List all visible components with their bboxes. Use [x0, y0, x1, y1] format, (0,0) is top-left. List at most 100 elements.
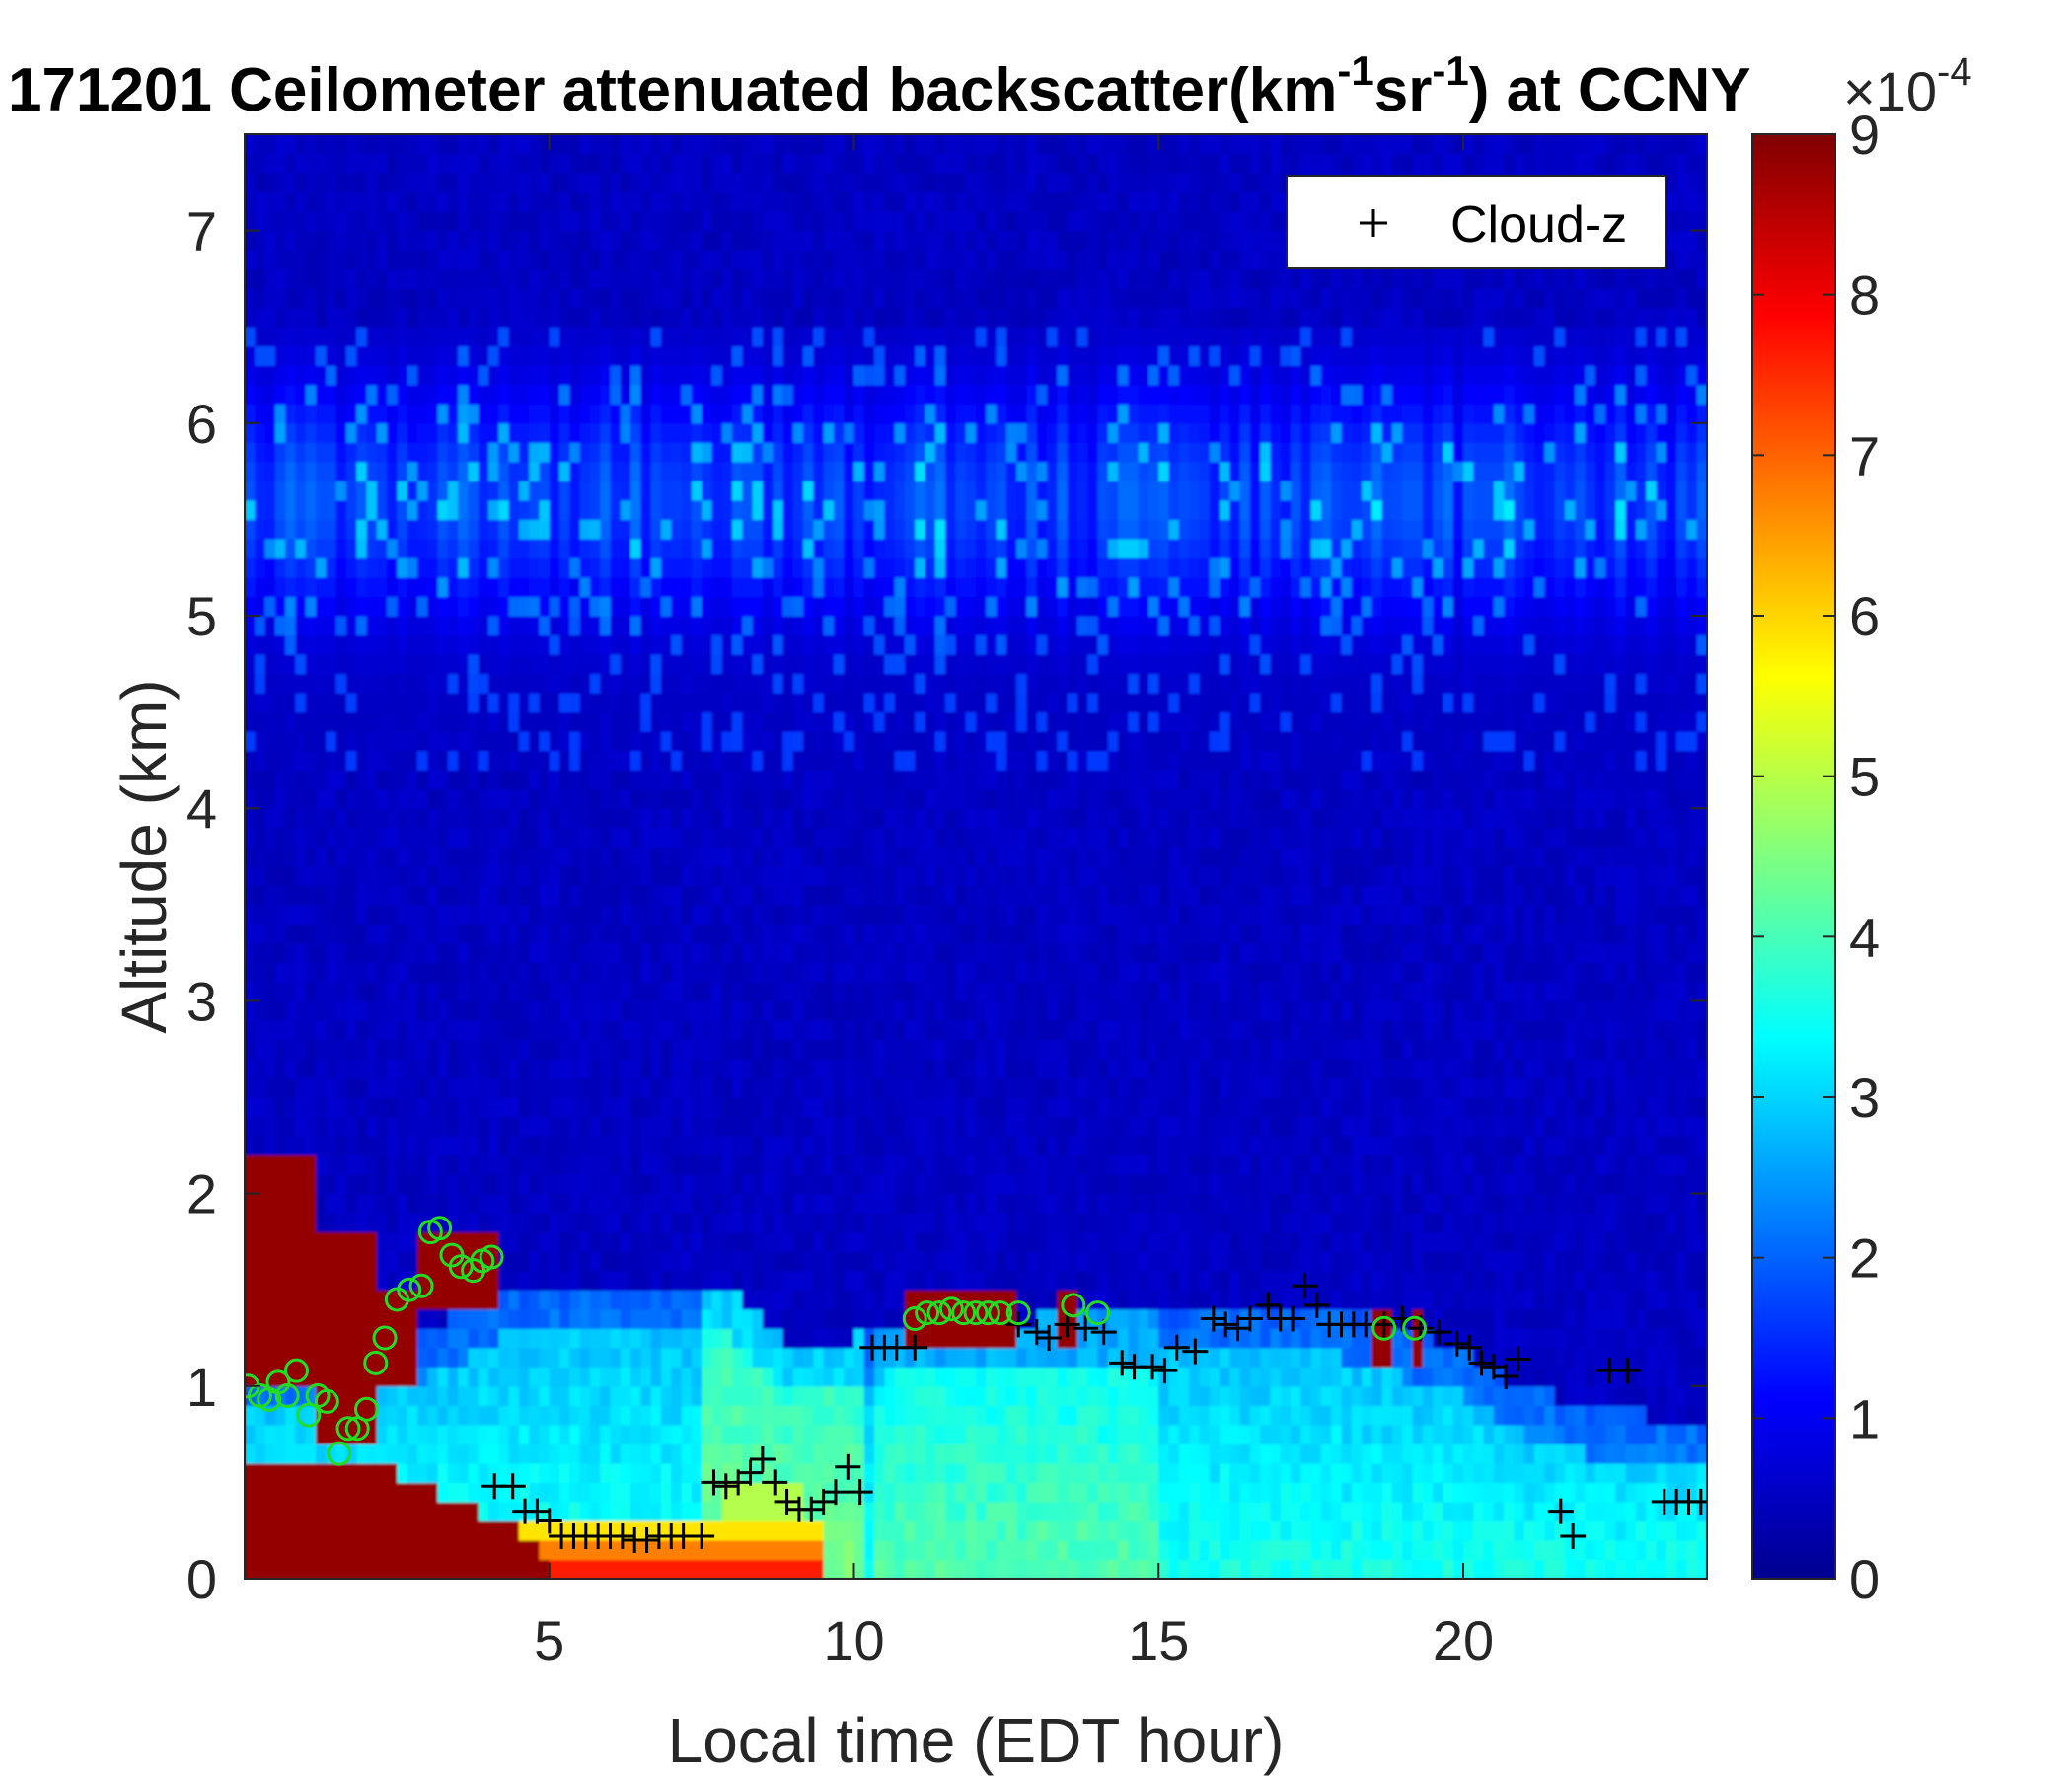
circle-point [951, 1300, 977, 1326]
colorbar-tick-label: 3 [1849, 1067, 1880, 1129]
cloud-z-point [1443, 1330, 1470, 1357]
y-tick-label: 6 [186, 393, 217, 455]
cloud-z-point [536, 1508, 562, 1534]
cloud-z-point [1280, 1305, 1306, 1332]
x-axis-label: Local time (EDT hour) [668, 1705, 1285, 1776]
cloud-z-point [1560, 1523, 1587, 1550]
cloud-z-point [1547, 1498, 1574, 1524]
title-suffix: ) at CCNY [1469, 56, 1751, 124]
circle-point [902, 1305, 927, 1331]
colorbar-gradient [1752, 134, 1835, 1579]
cloud-z-point [1255, 1292, 1282, 1318]
circle-point [397, 1277, 422, 1302]
y-tick-label: 0 [186, 1548, 217, 1610]
circle-point [314, 1388, 339, 1414]
colorbar-tick-label: 5 [1849, 746, 1880, 808]
circle-point [354, 1396, 379, 1422]
cloud-z-point [499, 1473, 526, 1500]
circle-point [1402, 1315, 1428, 1341]
plot-frame [244, 133, 1708, 1580]
colorbar-tick-label: 7 [1849, 424, 1880, 486]
y-tick-label: 5 [186, 585, 217, 647]
cloud-z-point [1426, 1319, 1452, 1346]
colorbar-tick-label: 9 [1849, 104, 1880, 166]
circle-point [915, 1300, 940, 1326]
circle-point [1005, 1300, 1031, 1326]
y-axis-label: Altitude (km) [109, 679, 180, 1033]
colorbar: 0 1 2 3 4 5 6 7 8 9 ×10-4 [1751, 50, 1972, 1610]
circle-point [427, 1216, 453, 1241]
cloud-z-point [1236, 1305, 1263, 1332]
cloud-z-point [1036, 1325, 1063, 1351]
circle-point [327, 1441, 352, 1466]
cloud-z-point [1163, 1334, 1190, 1361]
circle-point [926, 1300, 952, 1326]
y-tick-label: 7 [186, 200, 217, 262]
cloud-z-point [1023, 1319, 1050, 1346]
circle-point [963, 1300, 989, 1326]
circle-point [988, 1300, 1013, 1326]
y-tick-label: 3 [186, 970, 217, 1032]
colorbar-tick-label: 6 [1849, 585, 1880, 647]
cloud-z-point [847, 1479, 873, 1506]
colorbar-ticks: 0 1 2 3 4 5 6 7 8 9 [1752, 104, 1880, 1610]
cloud-z-point [737, 1459, 764, 1486]
cloud-z-point [609, 1523, 635, 1550]
cloud-z-point [1456, 1334, 1483, 1361]
legend-label-cloud-z: Cloud-z [1450, 196, 1627, 254]
circle-point [372, 1325, 398, 1351]
colorbar-tick-label: 0 [1849, 1548, 1880, 1610]
cloud-z-point [1109, 1350, 1136, 1376]
legend: Cloud-z [1286, 175, 1666, 269]
x-tick-label: 20 [1433, 1609, 1494, 1671]
x-tick-label: 5 [534, 1609, 564, 1671]
cloud-z-point [762, 1469, 788, 1496]
cloud-z-point [1370, 1311, 1397, 1338]
circle-point [1061, 1293, 1086, 1318]
colorbar-exponent: ×10-4 [1843, 50, 1972, 122]
circle-point [938, 1296, 964, 1322]
x-tick-label: 10 [823, 1609, 884, 1671]
y-tick-label: 4 [186, 777, 217, 840]
cloud-z-point [1182, 1338, 1209, 1365]
legend-box [1286, 175, 1666, 269]
cloud-z-point [633, 1526, 660, 1553]
circle-point [296, 1402, 322, 1428]
circle-point [283, 1358, 309, 1383]
circle-point [344, 1416, 370, 1442]
title-superscript-2: -1 [1432, 47, 1468, 94]
cloud-z-point [1303, 1292, 1330, 1318]
cloud-z-point [822, 1479, 849, 1506]
legend-plus-marker [1360, 209, 1387, 237]
cloud-z-point [1614, 1358, 1641, 1384]
circle-point [363, 1350, 389, 1375]
cloud-z-point [712, 1473, 739, 1500]
chart-title: 171201 Ceilometer attenuated backscatter… [8, 47, 1751, 124]
cloud-z-point [835, 1453, 861, 1480]
colorbar-tick-label: 4 [1849, 906, 1880, 968]
circle-point [335, 1416, 361, 1442]
cloud-z-point [1493, 1364, 1519, 1390]
colorbar-exponent-base: ×10 [1843, 60, 1937, 122]
cloud-z-point [1687, 1488, 1707, 1515]
circle-point [975, 1300, 1000, 1326]
x-axis-ticks: 5 10 15 20 [534, 134, 1494, 1671]
colorbar-tick-label: 1 [1849, 1387, 1880, 1449]
x-tick-label: 15 [1128, 1609, 1189, 1671]
y-axis-ticks: 0 1 2 3 4 5 6 7 [186, 200, 1707, 1610]
cloud-z-point [749, 1445, 776, 1472]
colorbar-tick-label: 8 [1849, 264, 1880, 327]
y-tick-label: 2 [186, 1163, 217, 1225]
y-tick-label: 1 [186, 1356, 217, 1418]
cloud-z-point [1505, 1346, 1531, 1372]
cloud-z-point [902, 1334, 928, 1361]
colorbar-tick-label: 2 [1849, 1227, 1880, 1290]
cloud-z-point [1292, 1273, 1318, 1299]
circle-point [1085, 1300, 1110, 1326]
title-superscript-1: -1 [1337, 47, 1373, 94]
circle-point [479, 1244, 504, 1270]
circle-point [408, 1273, 434, 1298]
series-circles [245, 1216, 1428, 1466]
